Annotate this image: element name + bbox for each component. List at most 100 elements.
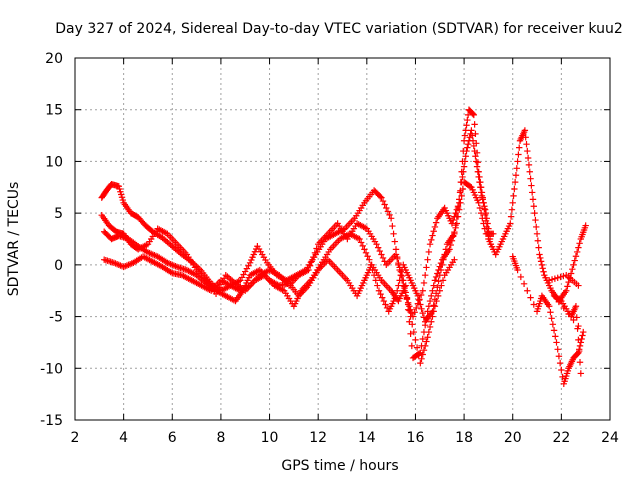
x-tick-label: 22: [552, 430, 570, 446]
data-point-marker: [582, 222, 589, 229]
data-point-marker: [573, 314, 580, 321]
data-point-marker: [507, 220, 514, 227]
data-point-marker: [238, 274, 246, 281]
data-point-marker: [563, 287, 570, 294]
data-point-marker: [383, 204, 390, 212]
data-point-marker: [477, 184, 484, 191]
data-point-marker: [523, 140, 530, 148]
data-point-marker: [430, 308, 437, 315]
data-point-marker: [464, 111, 472, 119]
data-point-marker: [479, 215, 486, 222]
x-tick-label: 18: [455, 430, 473, 446]
data-point-marker: [510, 192, 517, 200]
data-point-marker: [421, 321, 429, 329]
data-point-marker: [524, 147, 531, 155]
data-point-marker: [372, 277, 379, 284]
y-tick-label: 5: [54, 206, 63, 222]
data-point-marker: [382, 301, 389, 308]
data-point-marker: [375, 287, 383, 294]
data-point-marker: [481, 203, 488, 210]
data-point-marker: [462, 153, 469, 160]
data-point-marker: [456, 206, 463, 213]
data-point-marker: [414, 292, 422, 300]
data-point-marker: [514, 158, 521, 165]
data-point-marker: [118, 191, 125, 198]
data-point-marker: [362, 249, 370, 256]
data-point-marker: [457, 199, 464, 206]
data-point-marker: [511, 185, 518, 193]
data-point-marker: [437, 259, 445, 267]
data-point-marker: [439, 277, 447, 284]
data-point-marker: [526, 168, 533, 175]
data-point-marker: [452, 224, 459, 231]
data-point-marker: [460, 163, 468, 170]
data-point-marker: [477, 209, 485, 217]
data-point-marker: [311, 249, 319, 256]
data-point-marker: [401, 283, 408, 290]
data-point-marker: [423, 315, 430, 322]
data-point-marker: [575, 282, 582, 289]
data-point-marker: [404, 301, 412, 308]
data-point-marker: [549, 321, 557, 328]
data-point-marker: [553, 339, 560, 346]
data-point-marker: [426, 240, 434, 248]
data-point-marker: [413, 344, 421, 351]
data-point-marker: [379, 197, 387, 205]
data-point-marker: [116, 185, 123, 193]
data-point-marker: [310, 253, 317, 261]
data-point-marker: [516, 144, 523, 151]
data-point-marker: [407, 313, 414, 320]
data-point-marker: [394, 255, 401, 263]
data-point-marker: [376, 193, 384, 200]
data-point-marker: [411, 309, 418, 316]
y-tick-label: -5: [49, 310, 63, 326]
data-point-marker: [421, 342, 429, 350]
data-point-marker: [412, 336, 419, 344]
data-point-marker: [419, 287, 426, 294]
data-point-marker: [464, 140, 472, 148]
data-point-marker: [447, 241, 454, 249]
data-point-marker: [429, 287, 436, 294]
data-point-marker: [396, 264, 403, 271]
data-point-marker: [119, 196, 127, 204]
data-point-marker: [539, 265, 546, 272]
data-point-marker: [242, 268, 249, 275]
data-point-marker: [458, 192, 465, 200]
data-point-marker: [452, 209, 459, 217]
data-point-marker: [381, 201, 388, 208]
x-tick-label: 10: [261, 430, 279, 446]
data-point-marker: [408, 342, 416, 350]
data-point-marker: [460, 168, 467, 175]
data-point-marker: [250, 251, 257, 258]
data-point-marker: [364, 253, 371, 260]
data-point-marker: [470, 111, 478, 119]
data-point-marker: [432, 219, 440, 226]
data-point-marker: [417, 301, 424, 308]
data-point-marker: [407, 330, 414, 338]
data-point-marker: [535, 244, 542, 251]
data-point-marker: [578, 335, 585, 343]
data-point-marker: [514, 266, 521, 274]
data-point-marker: [487, 240, 495, 248]
data-point-marker: [554, 274, 561, 281]
data-point-marker: [395, 282, 402, 289]
data-point-marker: [115, 183, 122, 190]
data-point-marker: [476, 178, 483, 186]
data-point-marker: [469, 110, 477, 118]
data-point-marker: [434, 284, 441, 291]
data-point-marker: [515, 151, 522, 158]
data-point-marker: [424, 308, 431, 315]
data-point-marker: [512, 172, 520, 179]
y-tick-label: 10: [45, 154, 63, 170]
data-point-marker: [449, 233, 457, 240]
grid-lines: [75, 58, 610, 420]
data-point-marker: [552, 333, 559, 340]
y-axis-label: SDTVAR / TECUs: [6, 182, 22, 297]
data-point-marker: [473, 158, 480, 165]
data-point-marker: [471, 147, 478, 155]
data-point-marker: [536, 251, 543, 258]
data-point-marker: [570, 316, 577, 324]
x-tick-label: 6: [168, 430, 177, 446]
data-point-marker: [538, 261, 546, 269]
data-point-marker: [466, 183, 474, 190]
